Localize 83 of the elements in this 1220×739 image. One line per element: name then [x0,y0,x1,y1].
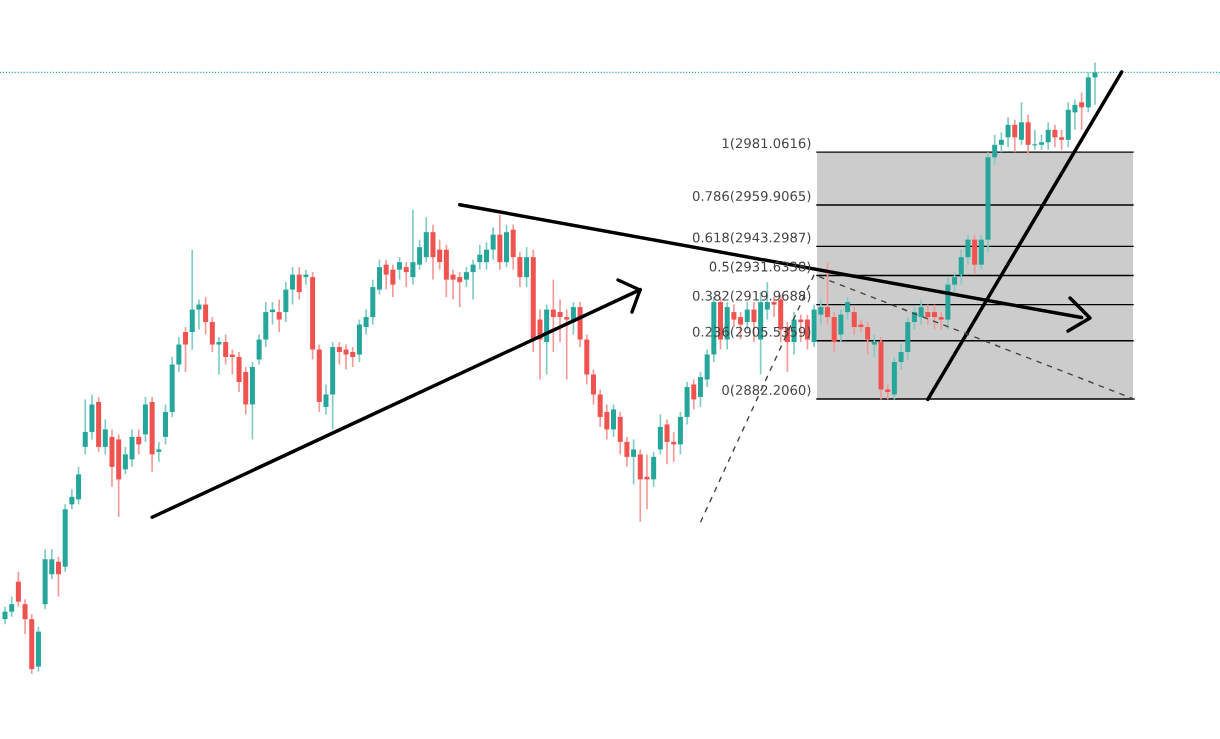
candlestick [296,266,302,301]
candlestick [376,258,382,296]
candlestick [524,246,530,288]
candlestick [323,383,329,416]
candlestick [918,298,924,326]
candlestick [136,428,142,456]
candlestick [410,208,416,286]
candlestick [82,398,88,456]
candlestick [189,248,195,351]
ref-line-label: 0.618(2943.2987) [692,232,811,245]
candlestick [958,248,964,286]
candlestick [691,378,697,411]
candlestick [122,446,128,476]
candlestick [938,311,944,331]
ref-line-label: 0(2882.2060) [722,384,811,397]
candlestick [290,266,296,306]
candlestick [470,258,476,301]
candlestick [557,298,563,343]
candlestick [69,488,75,511]
candlestick [1018,101,1024,146]
candlestick [363,308,369,336]
ref-line-label: 0.5(2931.6338) [709,261,811,274]
candlestick [825,261,831,326]
candlestick [156,441,162,463]
candlestick [550,278,556,353]
candlestick [1052,123,1058,149]
candlestick [631,438,637,486]
candlestick [256,333,262,366]
candlestick [697,371,703,408]
candlestick [1025,114,1031,156]
candlestick [564,308,570,381]
candlestick [965,233,971,266]
ref-line-label: 1(2981.0616) [722,138,811,150]
candlestick [657,413,663,456]
candlestick [898,343,904,371]
candlestick [437,238,443,271]
candlestick [885,383,891,401]
candlestick [283,281,289,323]
candlestick [203,296,209,336]
candlestick [209,316,215,353]
candlestick [176,336,182,373]
candlestick [477,243,483,271]
candlestick [397,256,403,281]
candlestick [871,333,877,358]
candlestick [651,451,657,488]
candlestick [925,303,931,326]
candlestick [932,303,938,331]
candlestick [624,436,630,468]
candlestick [1079,91,1085,131]
candlestick [1012,119,1018,154]
candlestick [845,296,851,321]
candlestick [403,261,409,288]
candlestick [9,595,15,618]
candlestick [55,555,61,598]
candlestick [952,271,958,296]
candlestick [731,303,737,328]
candlestick [463,266,469,288]
candlestick [838,308,844,343]
candlestick [517,251,523,288]
candlestick [276,298,282,333]
candlestick [102,418,108,456]
candlestick [590,368,596,406]
candlestick [1032,128,1038,151]
candlestick [15,570,21,608]
candlestick [992,133,998,166]
candlestick [129,428,135,468]
candlestick [417,238,423,271]
ref-line-label: 0.786(2959.9065) [692,190,811,203]
candlestick [490,226,496,261]
candlestick [1045,121,1051,151]
candlestick [183,326,189,373]
candlestick [196,298,202,331]
candlestick [1005,116,1011,149]
candlestick [1059,128,1065,151]
candlestick [611,403,617,438]
candlestick [216,336,222,376]
candlestick [483,241,489,271]
candlestick [865,321,871,356]
candlestick [998,131,1004,154]
candlestick [223,333,229,366]
candlestick [664,418,670,466]
candlestick [336,341,342,366]
candlestick [22,598,28,635]
